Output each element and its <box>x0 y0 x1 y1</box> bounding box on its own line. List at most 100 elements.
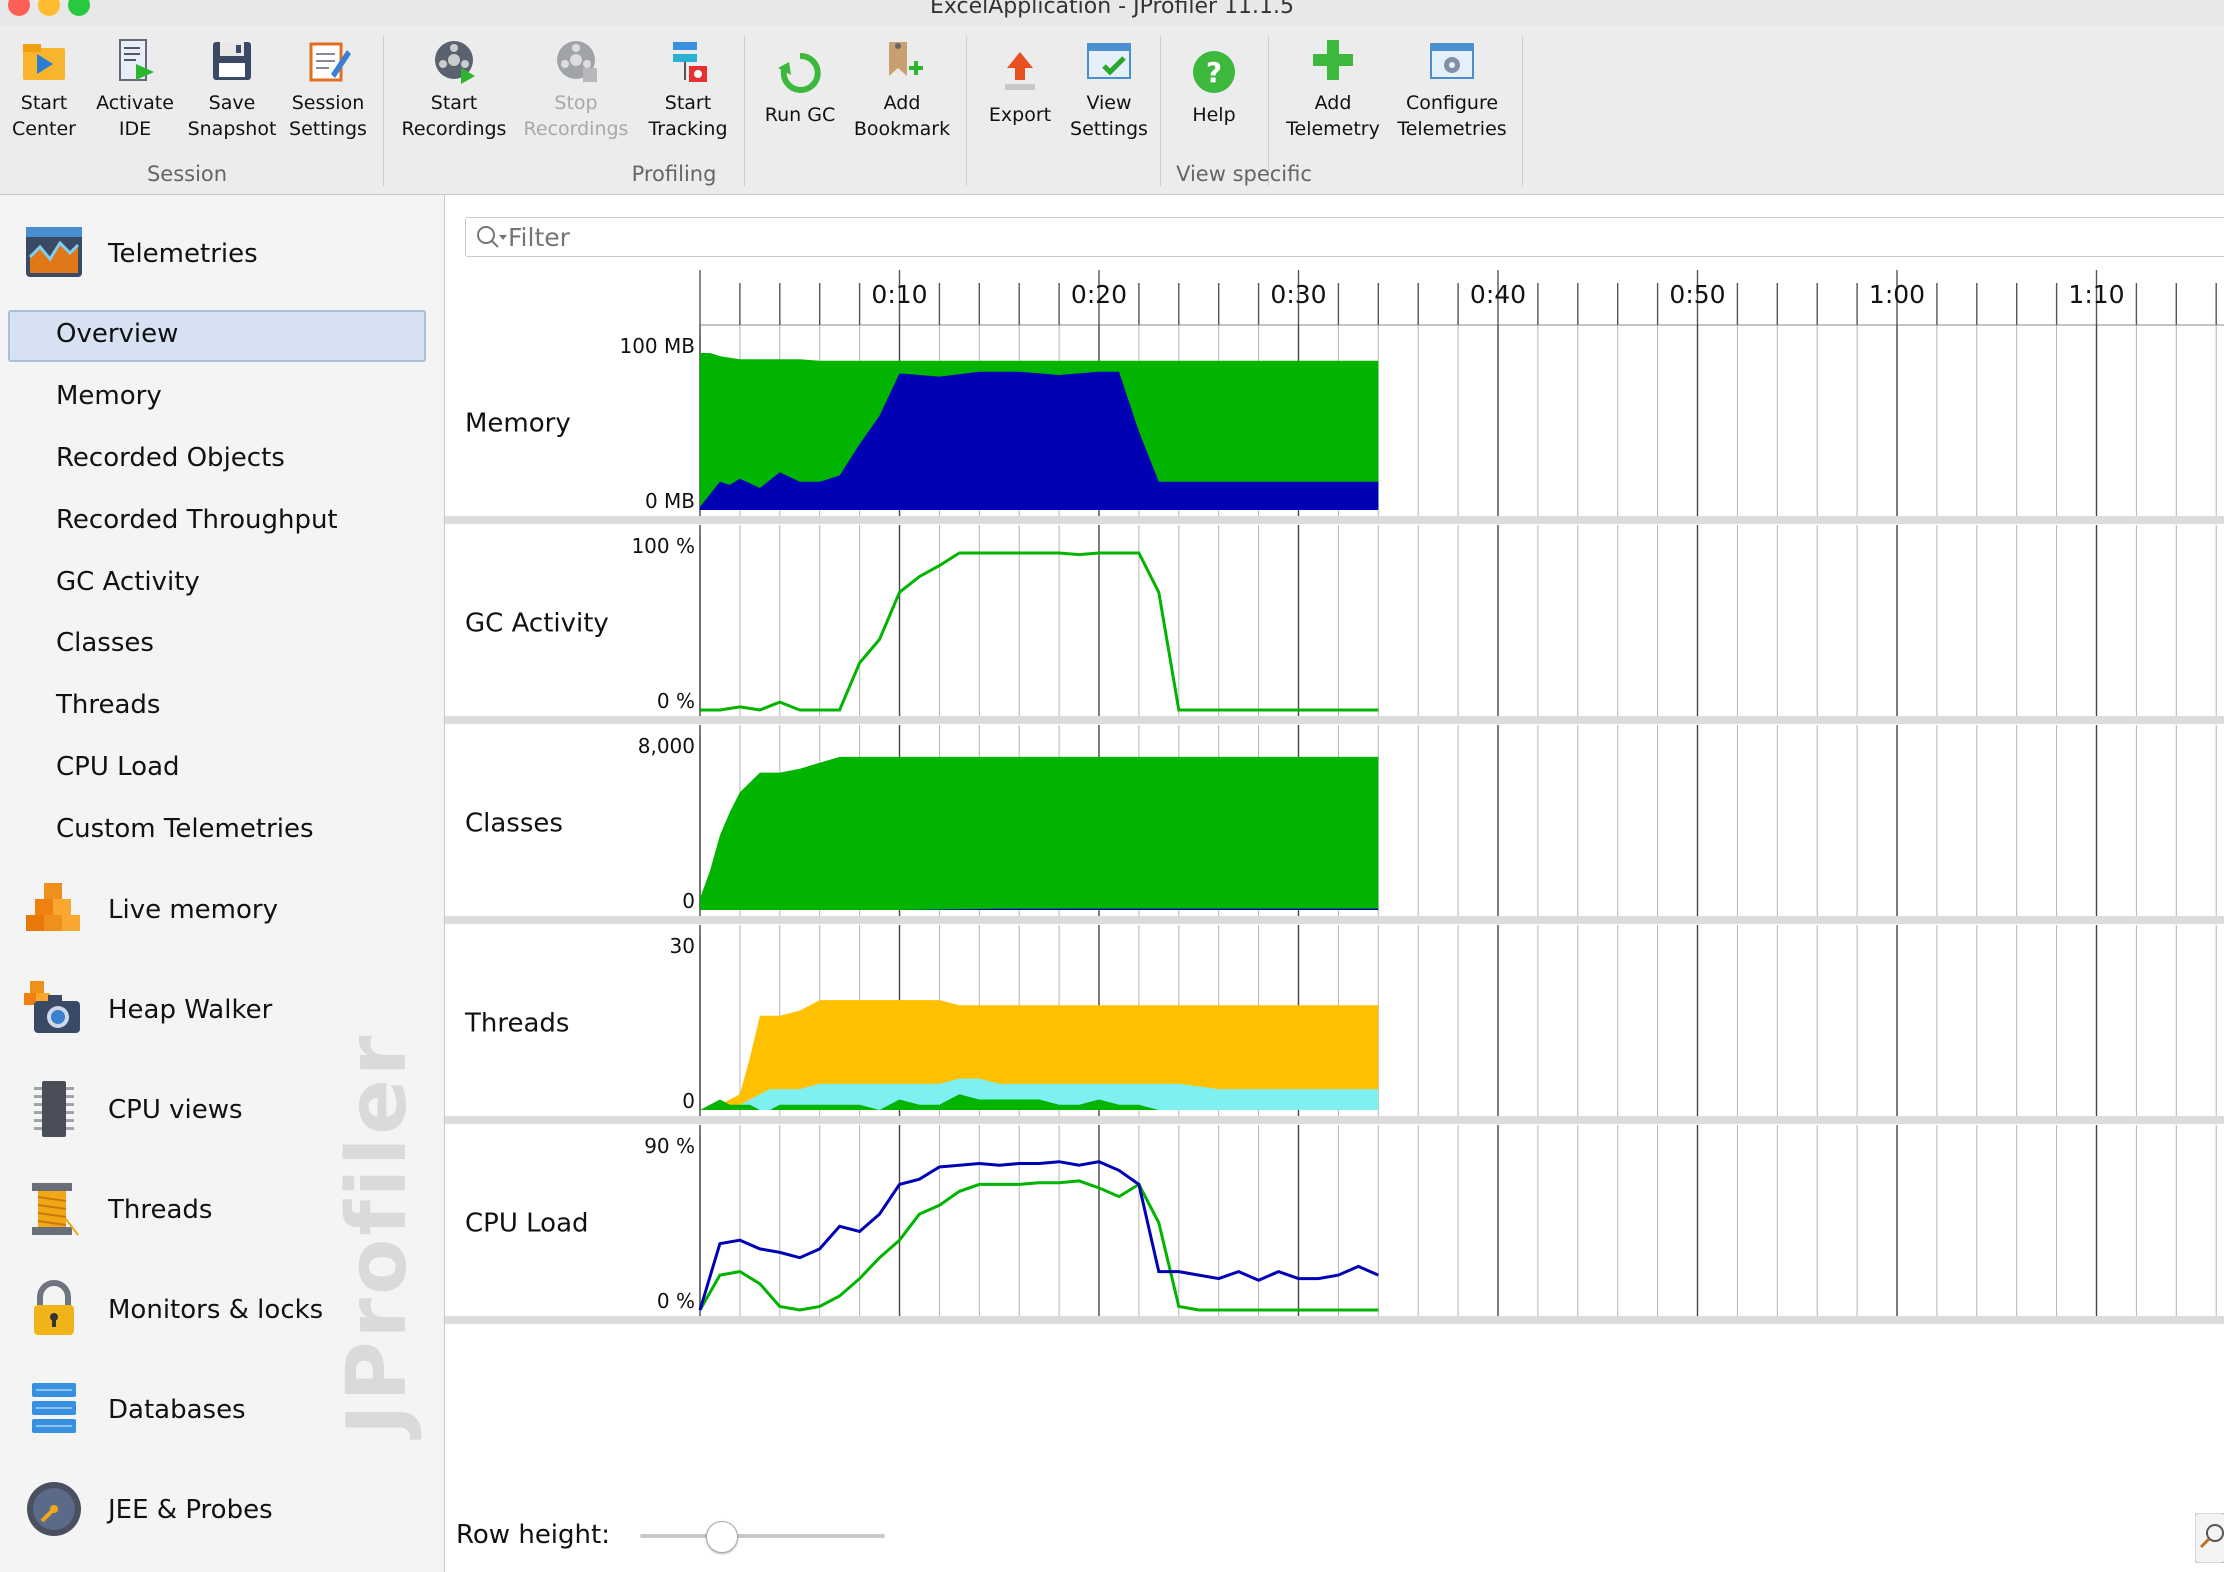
databases-section[interactable]: Databases <box>24 1379 424 1441</box>
start-tracking-label: Start <box>664 92 712 114</box>
y-axis-min-label: 0 % <box>657 1289 695 1313</box>
activate-ide-icon <box>119 39 154 81</box>
run-gc-button[interactable]: Run GC <box>752 48 848 128</box>
chart-title-cpu-load: CPU Load <box>465 1209 589 1239</box>
telemetry-charts: 0:10 0:20 0:30 0:40 0:50 1:00 1:10 Memory 100 MB… <box>445 270 2224 1324</box>
nav-classes[interactable]: Classes <box>56 628 154 658</box>
heap-walker-label: Heap Walker <box>108 995 273 1025</box>
telemetries-section[interactable]: Telemetries <box>24 223 424 285</box>
export-label: Export <box>988 104 1052 126</box>
series-cpu-load-process <box>698 1179 1379 1312</box>
add-telemetry-label: Add <box>1314 92 1352 114</box>
window-title: ExcelApplication - JProfiler 11.1.5 <box>929 0 1295 19</box>
row-separator <box>445 1116 2224 1124</box>
live-memory-section[interactable]: Live memory <box>24 879 424 941</box>
stop-recordings-label: Stop <box>554 92 598 114</box>
row-height-slider-thumb[interactable] <box>706 1521 738 1553</box>
series-threads-runnable <box>700 1094 1379 1110</box>
cpu-views-section[interactable]: CPU views <box>24 1079 424 1141</box>
chart-title-memory: Memory <box>465 409 571 439</box>
monitors-locks-label: Monitors & locks <box>108 1295 324 1325</box>
threads-label: Threads <box>108 1195 213 1225</box>
nav-recorded-throughput[interactable]: Recorded Throughput <box>56 505 338 535</box>
start-recordings-icon <box>435 41 475 84</box>
y-axis-min-label: 0 <box>682 889 695 913</box>
chart-title-threads: Threads <box>464 1009 569 1039</box>
telemetry-overview-panel: 0:10 0:20 0:30 0:40 0:50 1:00 1:10 Memory 100 MB… <box>445 195 2224 1572</box>
save-snapshot-button[interactable]: Save Snapshot <box>184 36 280 142</box>
view-settings-button[interactable]: View Settings <box>1066 36 1152 142</box>
export-icon <box>1005 52 1035 90</box>
help-label: Help <box>1192 104 1236 126</box>
stop-recordings-icon <box>557 41 597 82</box>
filter-input[interactable] <box>506 222 1110 253</box>
maximize-window-button[interactable] <box>68 0 90 16</box>
view-settings-icon <box>1087 43 1131 79</box>
jee-probes-section[interactable]: JEE & Probes <box>24 1479 424 1541</box>
nav-threads[interactable]: Threads <box>56 690 161 720</box>
activate-ide-label-2: IDE <box>118 118 152 140</box>
series-classes-loaded <box>700 756 1379 910</box>
start-recordings-label: Start <box>430 92 478 114</box>
start-center-button[interactable]: Start Center <box>4 36 84 142</box>
add-bookmark-icon <box>889 42 923 76</box>
time-axis-label: 0:30 <box>1270 280 1326 309</box>
selected-item-highlight <box>8 310 426 362</box>
session-settings-button[interactable]: Session Settings <box>286 36 370 142</box>
toolbar-separator <box>744 36 745 186</box>
nav-memory[interactable]: Memory <box>56 381 162 411</box>
y-axis-max-label: 8,000 <box>638 734 695 758</box>
series-cpu-load-system <box>698 1160 1379 1311</box>
add-bookmark-button[interactable]: Add Bookmark <box>852 36 952 142</box>
minimize-window-button[interactable] <box>38 0 60 16</box>
heap-walker-section[interactable]: Heap Walker <box>24 979 424 1041</box>
y-axis-max-label: 100 % <box>631 534 695 558</box>
y-axis-min-label: 0 % <box>657 689 695 713</box>
start-tracking-button[interactable]: Start Tracking <box>640 36 736 142</box>
svg-text:?: ? <box>1206 56 1222 89</box>
activate-ide-button[interactable]: Activate IDE <box>90 36 180 142</box>
add-bookmark-label-2: Bookmark <box>853 118 951 140</box>
close-window-button[interactable] <box>8 0 30 16</box>
nav-gc-activity[interactable]: GC Activity <box>56 567 200 597</box>
filter-box[interactable] <box>465 217 2224 257</box>
monitors-locks-icon <box>34 1280 74 1335</box>
time-axis-label: 0:20 <box>1071 280 1127 309</box>
time-axis-label: 0:40 <box>1470 280 1526 309</box>
row-separator <box>445 916 2224 924</box>
time-axis-label: 0:10 <box>871 280 927 309</box>
nav-overview[interactable]: Overview <box>56 319 179 349</box>
jprofiler-watermark: JProfiler <box>330 1032 425 1435</box>
export-button[interactable]: Export <box>976 48 1064 128</box>
live-memory-label: Live memory <box>108 895 278 925</box>
profiling-group-label: Profiling <box>631 162 717 186</box>
monitors-locks-section[interactable]: Monitors & locks <box>24 1279 424 1341</box>
telemetries-icon <box>26 227 82 277</box>
y-axis-max-label: 90 % <box>644 1134 695 1158</box>
chart-title-classes: Classes <box>465 809 563 839</box>
nav-recorded-objects[interactable]: Recorded Objects <box>56 443 285 473</box>
save-snapshot-label-2: Snapshot <box>187 118 277 140</box>
jee-probes-icon <box>27 1482 81 1536</box>
nav-custom-telemetries[interactable]: Custom Telemetries <box>56 814 314 844</box>
threads-section[interactable]: Threads <box>24 1179 424 1241</box>
save-snapshot-label: Save <box>208 92 256 114</box>
time-axis-label: 1:10 <box>2068 280 2124 309</box>
series-gc-activity-gc <box>700 551 1379 712</box>
help-button[interactable]: ? Help <box>1172 48 1256 128</box>
start-tracking-label-2: Tracking <box>648 118 728 140</box>
add-telemetry-label-2: Telemetry <box>1286 118 1380 140</box>
add-telemetry-icon <box>1313 40 1353 80</box>
start-recordings-button[interactable]: Start Recordings <box>396 36 512 142</box>
heap-walker-icon <box>24 981 80 1033</box>
configure-telemetries-button[interactable]: Configure Telemetries <box>1392 36 1512 142</box>
row-separator <box>445 1316 2224 1324</box>
nav-cpu-load[interactable]: CPU Load <box>56 752 180 782</box>
row-separator <box>445 516 2224 524</box>
zoom-icon[interactable] <box>2195 1513 2224 1563</box>
activate-ide-label: Activate <box>96 92 174 114</box>
session-settings-icon <box>309 42 351 82</box>
add-telemetry-button[interactable]: Add Telemetry <box>1278 36 1388 142</box>
row-height-slider[interactable] <box>640 1534 885 1538</box>
stop-recordings-button[interactable]: Stop Recordings <box>518 36 634 142</box>
